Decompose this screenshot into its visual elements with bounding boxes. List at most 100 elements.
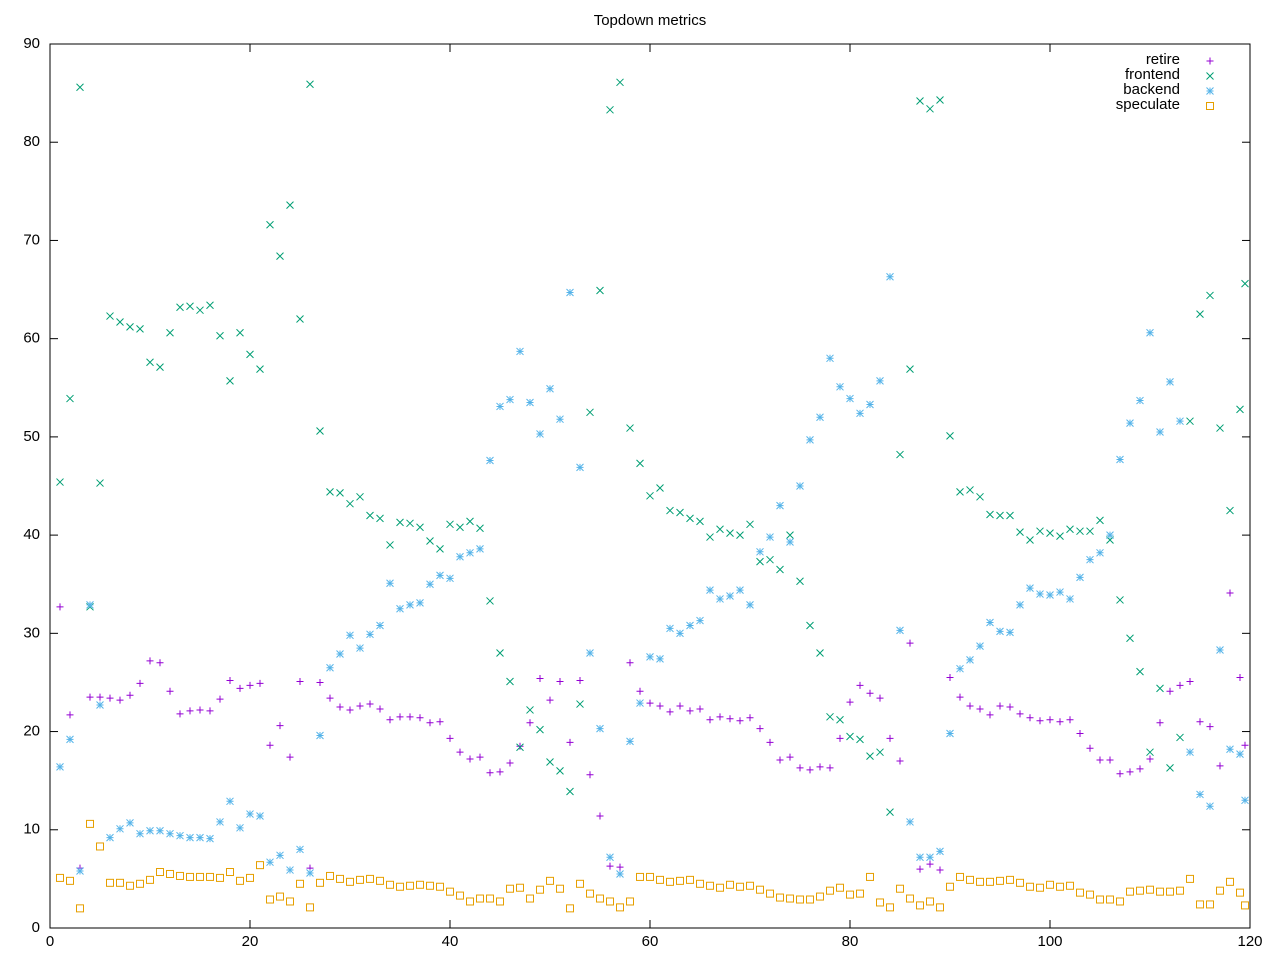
- point: [376, 705, 384, 713]
- marker-stroke: [276, 892, 284, 901]
- marker-stroke: [646, 872, 654, 881]
- marker-stroke: [926, 860, 934, 868]
- marker-stroke: [326, 488, 334, 496]
- marker-stroke: [306, 903, 314, 912]
- point: [816, 763, 824, 771]
- marker-stroke: [536, 675, 544, 683]
- point: [1066, 595, 1074, 603]
- point: [716, 595, 724, 603]
- marker-stroke: [896, 626, 904, 635]
- marker-stroke: [386, 716, 394, 724]
- marker-stroke: [916, 97, 924, 105]
- marker-stroke: [536, 725, 544, 734]
- point: [486, 597, 494, 605]
- marker-stroke: [676, 508, 684, 517]
- marker-stroke: [416, 599, 424, 607]
- marker-stroke: [536, 430, 544, 438]
- marker-stroke: [856, 889, 864, 898]
- point: [1241, 901, 1249, 910]
- point: [986, 711, 994, 719]
- marker-stroke: [776, 756, 784, 764]
- marker-stroke: [876, 694, 884, 702]
- point: [756, 547, 764, 556]
- point: [926, 860, 934, 868]
- point: [1126, 634, 1134, 643]
- point: [546, 876, 554, 885]
- marker-stroke: [1166, 764, 1174, 772]
- marker-stroke: [706, 533, 714, 541]
- marker-stroke: [406, 600, 414, 609]
- marker-stroke: [536, 885, 544, 894]
- point: [956, 664, 964, 673]
- marker-stroke: [406, 881, 414, 890]
- marker-stroke: [116, 696, 124, 704]
- marker-stroke: [206, 707, 214, 715]
- marker-stroke: [216, 873, 224, 882]
- marker-stroke: [136, 879, 144, 888]
- marker-stroke: [1176, 886, 1184, 895]
- marker-stroke: [776, 893, 784, 902]
- marker-stroke: [376, 876, 384, 885]
- marker-stroke: [706, 716, 714, 724]
- marker-stroke: [56, 603, 64, 611]
- marker-stroke: [436, 882, 444, 891]
- point: [296, 315, 304, 323]
- point: [646, 699, 654, 707]
- point: [136, 829, 144, 838]
- marker-stroke: [1076, 730, 1084, 738]
- point: [726, 715, 734, 723]
- point: [876, 748, 884, 757]
- point: [546, 758, 554, 766]
- point: [1176, 886, 1184, 895]
- marker-stroke: [56, 478, 64, 486]
- marker-stroke: [496, 649, 504, 657]
- point: [1146, 748, 1154, 757]
- marker-stroke: [686, 707, 694, 715]
- marker-stroke: [576, 463, 584, 472]
- point: [526, 706, 534, 714]
- point: [616, 903, 624, 912]
- marker-stroke: [256, 679, 264, 687]
- point: [326, 663, 334, 672]
- point: [1066, 881, 1074, 890]
- point: [206, 834, 214, 843]
- marker-stroke: [676, 876, 684, 885]
- point: [546, 384, 554, 393]
- marker-stroke: [626, 737, 634, 746]
- point: [306, 869, 314, 877]
- marker-stroke: [566, 738, 574, 746]
- marker-stroke: [366, 700, 374, 708]
- marker-stroke: [356, 492, 364, 501]
- marker-stroke: [196, 833, 204, 842]
- point: [736, 586, 744, 594]
- marker-stroke: [316, 427, 324, 435]
- point: [106, 312, 114, 320]
- marker-stroke: [856, 681, 864, 689]
- point: [836, 734, 844, 742]
- point: [236, 328, 244, 337]
- point: [1116, 455, 1124, 464]
- marker-stroke: [316, 878, 324, 887]
- marker-stroke: [326, 663, 334, 672]
- legend-marker: [1206, 72, 1214, 80]
- point: [1206, 723, 1214, 731]
- marker-stroke: [726, 592, 734, 600]
- point: [216, 695, 224, 703]
- marker-stroke: [896, 450, 904, 459]
- point: [596, 286, 604, 295]
- marker-stroke: [176, 831, 184, 840]
- point: [306, 903, 314, 912]
- point: [366, 874, 374, 883]
- y-tick-label: 10: [23, 821, 40, 838]
- point: [636, 699, 644, 707]
- marker-stroke: [856, 409, 864, 418]
- point: [626, 659, 634, 667]
- marker-stroke: [416, 714, 424, 722]
- point: [416, 714, 424, 722]
- legend-marker: [1206, 57, 1214, 65]
- marker-stroke: [1166, 887, 1174, 896]
- point: [816, 649, 824, 657]
- marker-stroke: [1036, 883, 1044, 892]
- point: [726, 592, 734, 600]
- point: [1036, 883, 1044, 892]
